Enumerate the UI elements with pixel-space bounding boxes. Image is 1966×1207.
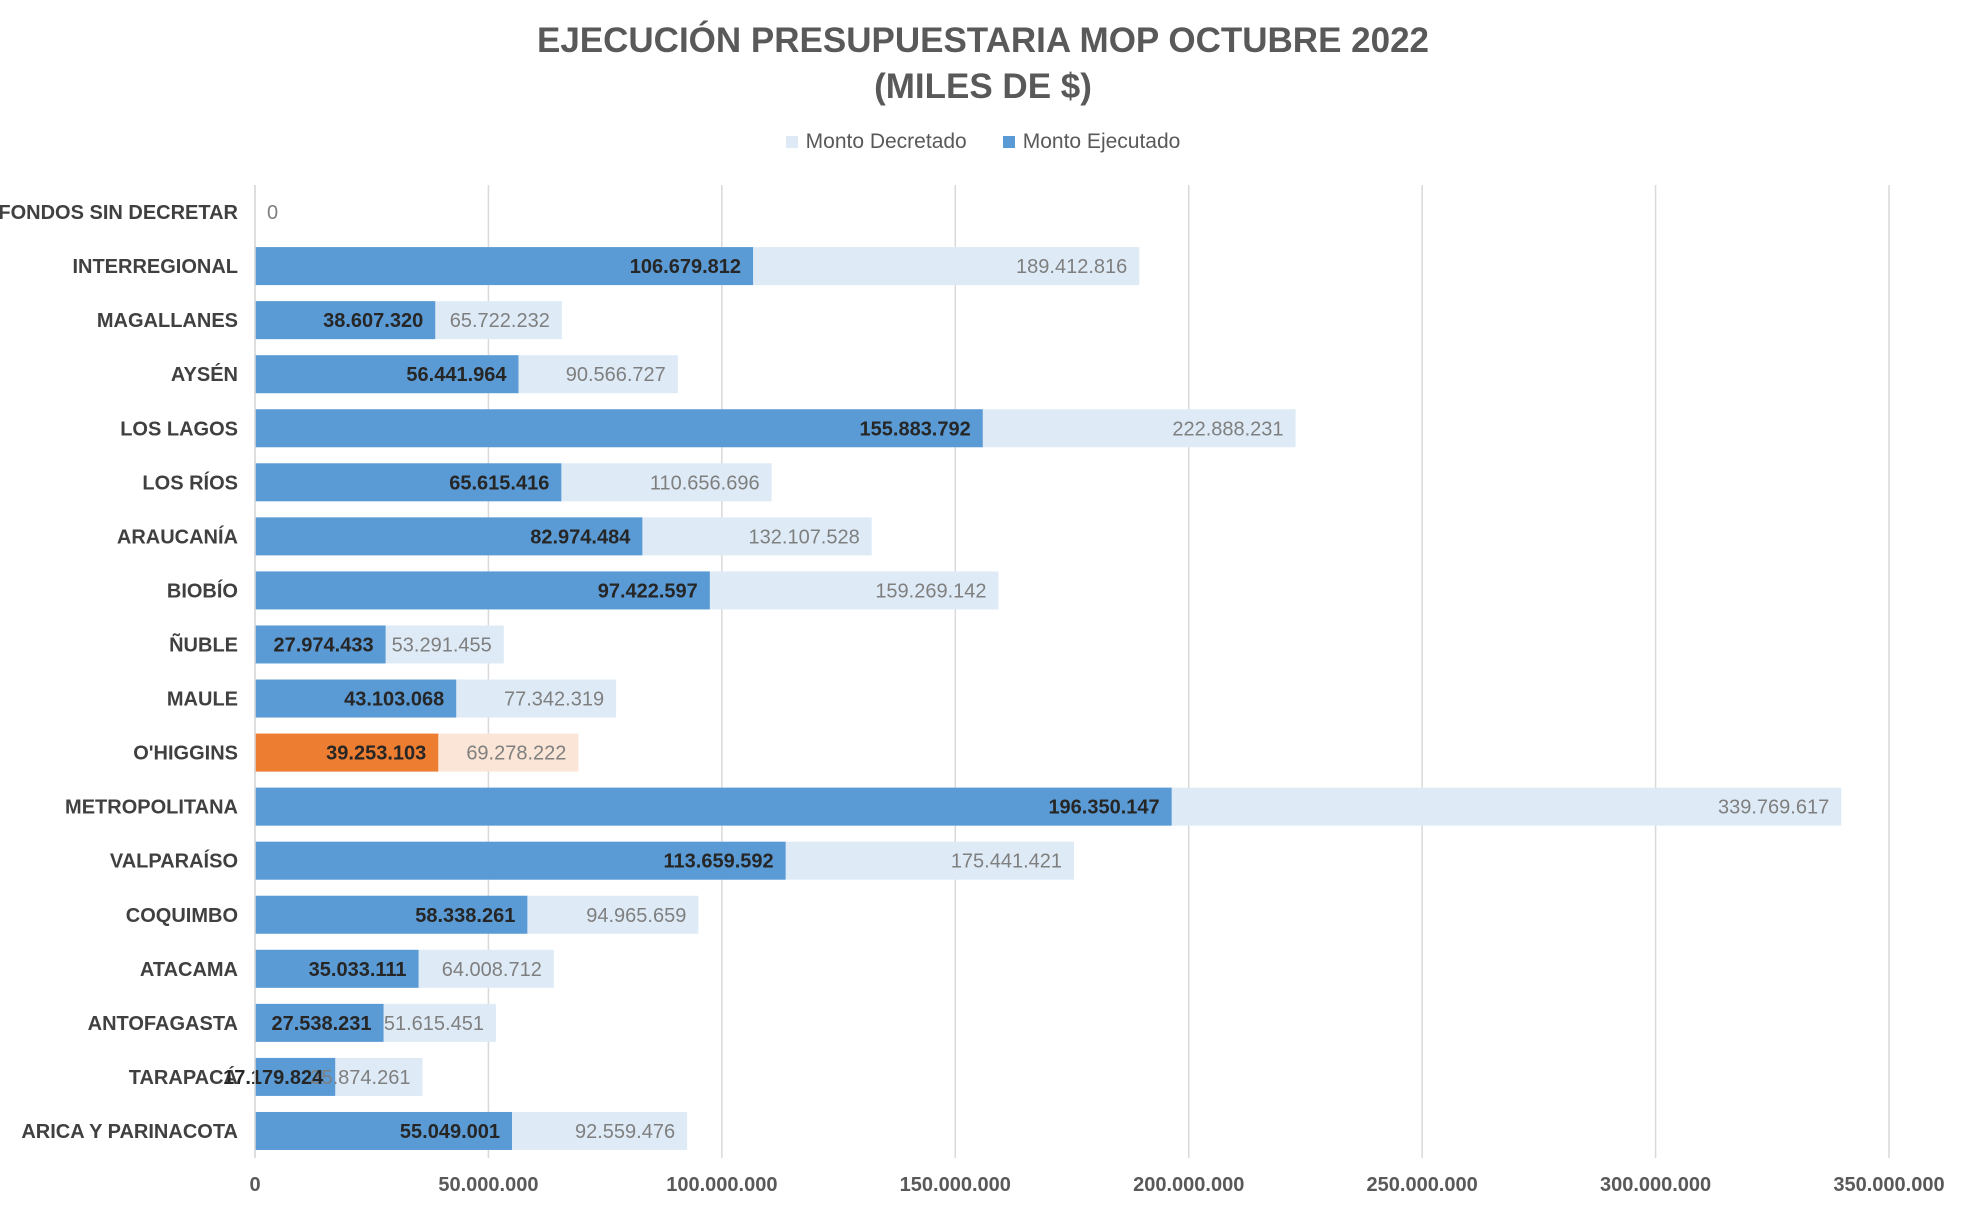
data-label-decretado-1: 189.412.816 bbox=[1016, 256, 1127, 278]
data-label-ejecutado-11: 196.350.147 bbox=[1048, 797, 1159, 819]
data-label-decretado-6: 132.107.528 bbox=[749, 526, 860, 548]
data-label-decretado-11: 339.769.617 bbox=[1718, 797, 1829, 819]
data-label-decretado-10: 69.278.222 bbox=[466, 743, 566, 765]
chart-title: EJECUCIÓN PRESUPUESTARIA MOP OCTUBRE 202… bbox=[0, 18, 1966, 110]
data-label-decretado-0: 0 bbox=[267, 202, 278, 224]
category-label-11: METROPOLITANA bbox=[65, 797, 238, 819]
bar-ejecutado-13 bbox=[255, 895, 528, 934]
category-label-6: ARAUCANÍA bbox=[117, 525, 238, 548]
data-label-decretado-16: 35.874.261 bbox=[310, 1067, 410, 1089]
bar-ejecutado-8 bbox=[255, 625, 386, 664]
category-label-8: ÑUBLE bbox=[169, 633, 238, 656]
data-label-ejecutado-5: 65.615.416 bbox=[449, 472, 549, 494]
category-label-3: AYSÉN bbox=[171, 363, 238, 386]
data-label-ejecutado-4: 155.883.792 bbox=[860, 418, 971, 440]
category-label-12: VALPARAÍSO bbox=[110, 850, 238, 873]
data-label-decretado-15: 51.615.451 bbox=[384, 1013, 484, 1035]
category-label-16: TARAPACÁ bbox=[129, 1066, 238, 1089]
data-label-ejecutado-13: 58.338.261 bbox=[415, 905, 515, 927]
chart-legend: Monto Decretado Monto Ejecutado bbox=[0, 130, 1966, 154]
category-label-4: LOS LAGOS bbox=[120, 418, 238, 440]
legend-swatch-ejecutado bbox=[1002, 136, 1015, 148]
data-label-ejecutado-12: 113.659.592 bbox=[664, 851, 774, 873]
bar-ejecutado-5 bbox=[255, 463, 562, 502]
data-label-ejecutado-15: 27.538.231 bbox=[271, 1013, 371, 1035]
data-label-ejecutado-8: 27.974.433 bbox=[273, 634, 373, 656]
x-tick-label-1: 50.000.000 bbox=[438, 1174, 538, 1196]
category-label-10: O'HIGGINS bbox=[133, 743, 238, 765]
data-label-ejecutado-16: 17.179.824 bbox=[223, 1067, 324, 1089]
data-label-decretado-8: 53.291.455 bbox=[392, 634, 492, 656]
data-label-decretado-13: 94.965.659 bbox=[586, 905, 686, 927]
data-label-ejecutado-1: 106.679.812 bbox=[630, 256, 741, 278]
category-label-7: BIOBÍO bbox=[167, 579, 238, 602]
data-label-ejecutado-2: 38.607.320 bbox=[323, 310, 423, 332]
bar-ejecutado-7 bbox=[255, 571, 710, 610]
x-tick-label-7: 350.000.000 bbox=[1833, 1174, 1944, 1196]
data-label-ejecutado-14: 35.033.111 bbox=[309, 959, 407, 981]
bar-ejecutado-12 bbox=[255, 841, 786, 880]
category-label-0: FONDOS SIN DECRETAR bbox=[0, 202, 239, 224]
bar-ejecutado-14 bbox=[255, 949, 419, 988]
data-label-decretado-9: 77.342.319 bbox=[504, 689, 604, 711]
legend-item-decretado: Monto Decretado bbox=[785, 130, 967, 154]
bar-ejecutado-16 bbox=[255, 1057, 336, 1096]
bar-ejecutado-6 bbox=[255, 517, 643, 556]
data-label-decretado-7: 159.269.142 bbox=[875, 580, 986, 602]
bar-ejecutado-1 bbox=[255, 247, 754, 286]
category-label-1: INTERREGIONAL bbox=[72, 256, 238, 278]
data-label-decretado-17: 92.559.476 bbox=[575, 1121, 675, 1143]
data-label-decretado-14: 64.008.712 bbox=[442, 959, 542, 981]
data-label-decretado-4: 222.888.231 bbox=[1172, 418, 1283, 440]
category-label-9: MAULE bbox=[167, 689, 238, 711]
data-label-ejecutado-7: 97.422.597 bbox=[598, 580, 698, 602]
category-label-17: ARICA Y PARINACOTA bbox=[21, 1121, 238, 1143]
data-label-ejecutado-3: 56.441.964 bbox=[406, 364, 507, 386]
category-label-2: MAGALLANES bbox=[97, 310, 238, 332]
data-label-ejecutado-17: 55.049.001 bbox=[400, 1121, 500, 1143]
chart-title-line-1: EJECUCIÓN PRESUPUESTARIA MOP OCTUBRE 202… bbox=[536, 21, 1430, 60]
data-label-decretado-12: 175.441.421 bbox=[951, 851, 1062, 873]
category-label-14: ATACAMA bbox=[140, 959, 238, 981]
bar-ejecutado-2 bbox=[255, 301, 436, 340]
bar-ejecutado-11 bbox=[255, 787, 1172, 826]
x-tick-label-6: 300.000.000 bbox=[1600, 1174, 1711, 1196]
chart-title-line-2: (MILES DE $) bbox=[874, 67, 1092, 106]
category-label-15: ANTOFAGASTA bbox=[88, 1013, 238, 1035]
legend-swatch-decretado bbox=[785, 136, 798, 148]
legend-item-ejecutado: Monto Ejecutado bbox=[1002, 130, 1181, 154]
data-label-decretado-2: 65.722.232 bbox=[450, 310, 550, 332]
bar-ejecutado-15 bbox=[255, 1003, 384, 1042]
data-label-decretado-3: 90.566.727 bbox=[566, 364, 666, 386]
x-tick-label-3: 150.000.000 bbox=[900, 1174, 1011, 1196]
data-label-decretado-5: 110.656.696 bbox=[650, 472, 760, 494]
bar-ejecutado-17 bbox=[255, 1111, 513, 1150]
x-tick-label-5: 250.000.000 bbox=[1367, 1174, 1478, 1196]
data-label-ejecutado-10: 39.253.103 bbox=[326, 743, 426, 765]
category-label-5: LOS RÍOS bbox=[142, 471, 238, 494]
legend-label-decretado: Monto Decretado bbox=[805, 130, 967, 153]
bar-ejecutado-9 bbox=[255, 679, 457, 718]
bar-ejecutado-10 bbox=[255, 733, 439, 772]
bar-ejecutado-3 bbox=[255, 355, 519, 394]
x-tick-label-4: 200.000.000 bbox=[1133, 1174, 1244, 1196]
legend-label-ejecutado: Monto Ejecutado bbox=[1022, 130, 1181, 153]
x-tick-label-0: 0 bbox=[249, 1174, 260, 1196]
data-label-ejecutado-6: 82.974.484 bbox=[530, 526, 631, 548]
x-tick-label-2: 100.000.000 bbox=[666, 1174, 777, 1196]
data-label-ejecutado-9: 43.103.068 bbox=[344, 689, 444, 711]
category-label-13: COQUIMBO bbox=[126, 905, 238, 927]
bar-ejecutado-4 bbox=[255, 409, 983, 448]
